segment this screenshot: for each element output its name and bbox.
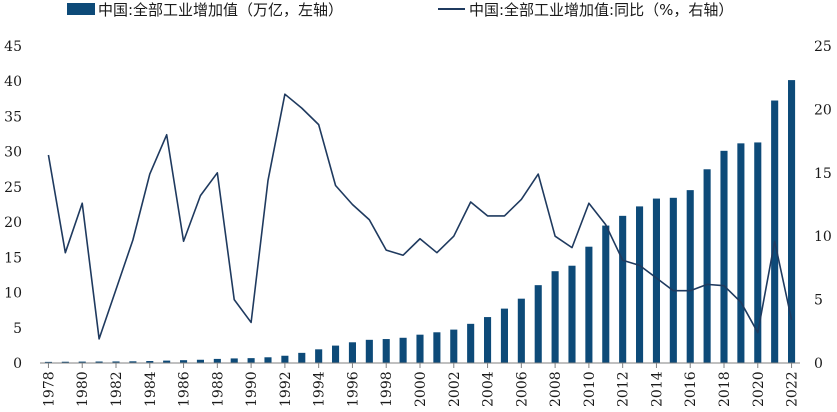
bar: [298, 352, 306, 363]
bar: [602, 225, 610, 363]
bar: [112, 361, 120, 363]
x-tick-label: 2012: [616, 371, 632, 407]
legend-label-line: 中国:全部工业增加值:同比（%，右轴）: [469, 1, 733, 19]
y-right-tick-label: 5: [814, 293, 823, 309]
bar: [196, 359, 204, 363]
y-right-tick-label: 15: [814, 166, 832, 182]
bar: [382, 339, 390, 363]
bar: [399, 337, 407, 363]
y-right-tick-label: 20: [814, 102, 832, 118]
bar: [484, 317, 492, 363]
x-tick-label: 2002: [447, 371, 463, 407]
bar: [788, 80, 796, 363]
bar: [754, 142, 762, 363]
bar: [585, 246, 593, 363]
bar: [534, 285, 542, 363]
bar: [703, 169, 711, 363]
y-left-tick-label: 10: [4, 286, 22, 302]
bar: [61, 361, 69, 363]
x-tick-label: 1994: [312, 371, 328, 407]
bar: [467, 323, 475, 363]
x-tick-label: 1998: [379, 371, 395, 407]
y-right-tick-label: 0: [814, 356, 823, 372]
y-left-tick-label: 45: [4, 39, 22, 55]
bar: [95, 361, 103, 363]
x-tick-label: 1982: [109, 371, 125, 407]
bar: [230, 358, 238, 363]
bar: [44, 361, 52, 363]
bar: [365, 339, 373, 363]
x-tick-label: 2004: [481, 371, 497, 407]
bar: [247, 358, 255, 363]
x-tick-label: 2010: [582, 371, 598, 407]
x-tick-label: 2020: [751, 371, 767, 407]
x-tick-label: 1990: [244, 371, 260, 407]
bar: [416, 334, 424, 363]
bar: [652, 198, 660, 363]
bar: [720, 150, 728, 363]
legend-label-bar: 中国:全部工业增加值（万亿，左轴）: [98, 1, 343, 19]
bar: [619, 215, 627, 363]
bar: [163, 360, 171, 363]
bar: [281, 355, 289, 363]
bar: [737, 143, 745, 363]
x-tick-label: 1980: [75, 371, 91, 407]
x-tick-label: 1992: [278, 371, 294, 407]
bar: [315, 349, 323, 363]
bar: [129, 361, 137, 363]
bar: [348, 342, 356, 363]
x-tick-label: 2008: [548, 371, 564, 407]
bar: [78, 361, 86, 363]
y-left-tick-label: 40: [4, 74, 22, 90]
bar: [146, 361, 154, 363]
y-right-tick-label: 25: [814, 39, 832, 55]
bar: [332, 345, 340, 363]
bar: [771, 100, 779, 364]
legend: 中国:全部工业增加值（万亿，左轴） 中国:全部工业增加值:同比（%，右轴）: [67, 1, 733, 19]
yoy-growth-line: [47, 93, 793, 340]
x-tick-label: 1986: [177, 371, 193, 407]
bar: [433, 332, 441, 363]
y-left-tick-label: 5: [13, 321, 22, 337]
x-tick-label: 1996: [345, 371, 361, 407]
bar: [568, 265, 576, 363]
bar: [500, 308, 508, 363]
plot-area: 1978 1980 1982 1984 1986 1988 1990 1992 1994 1996…: [4, 39, 832, 407]
bar: [551, 271, 559, 363]
bar: [686, 190, 694, 363]
x-tick-label: 2006: [514, 371, 530, 407]
bar: [636, 206, 644, 363]
y-left-tick-label: 35: [4, 109, 22, 125]
x-tick-label: 1984: [143, 371, 159, 407]
y-left-tick-label: 30: [4, 145, 22, 161]
y-left-tick-label: 25: [4, 180, 22, 196]
bar: [264, 357, 272, 363]
y-left-tick-label: 15: [4, 250, 22, 266]
bar: [450, 329, 458, 363]
x-tick-label: 2022: [785, 371, 801, 407]
y-left-tick-label: 20: [4, 215, 22, 231]
x-tick-label: 1978: [41, 371, 57, 407]
x-tick-label: 2018: [717, 371, 733, 407]
x-tick-label: 2014: [649, 371, 665, 407]
x-tick-label: 2000: [413, 371, 429, 407]
bar: [517, 298, 525, 363]
y-left-tick-label: 0: [13, 356, 22, 372]
bar: [213, 358, 221, 363]
legend-swatch-bar: [67, 3, 95, 15]
x-tick-label: 2016: [683, 371, 699, 407]
y-right-tick-label: 10: [814, 229, 832, 245]
x-tick-label: 1988: [210, 371, 226, 407]
bar: [669, 197, 677, 363]
bar: [180, 360, 188, 363]
